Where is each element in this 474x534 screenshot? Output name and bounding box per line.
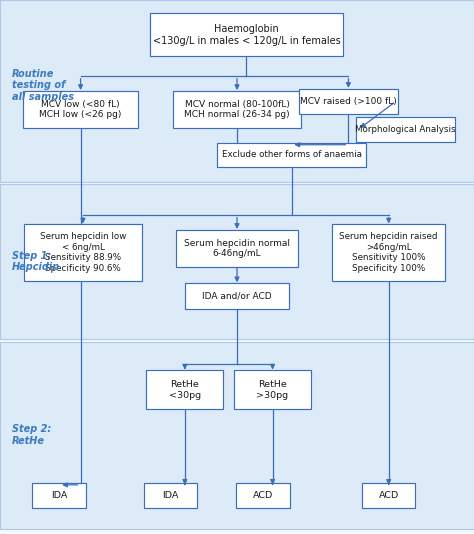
FancyBboxPatch shape [332, 224, 445, 281]
FancyBboxPatch shape [173, 91, 301, 128]
Text: Routine
testing of
all samples: Routine testing of all samples [12, 69, 74, 102]
Text: MCV normal (80-100fL)
MCH normal (26-34 pg): MCV normal (80-100fL) MCH normal (26-34 … [184, 100, 290, 119]
FancyBboxPatch shape [217, 143, 366, 167]
FancyBboxPatch shape [144, 483, 197, 508]
Bar [0, 184, 474, 339]
Text: Exclude other forms of anaemia: Exclude other forms of anaemia [221, 151, 362, 159]
FancyBboxPatch shape [234, 371, 311, 409]
Text: IDA: IDA [51, 491, 67, 500]
Text: Serum hepcidin low
< 6ng/mL
Sensitivity 88.9%
Specificity 90.6%: Serum hepcidin low < 6ng/mL Sensitivity … [40, 232, 126, 273]
Text: RetHe
>30pg: RetHe >30pg [256, 380, 289, 399]
Text: MCV low (<80 fL)
MCH low (<26 pg): MCV low (<80 fL) MCH low (<26 pg) [39, 100, 122, 119]
FancyBboxPatch shape [23, 91, 138, 128]
Text: MCV raised (>100 fL): MCV raised (>100 fL) [300, 97, 397, 106]
FancyBboxPatch shape [24, 224, 142, 281]
FancyBboxPatch shape [150, 13, 343, 56]
Bar [0, 342, 474, 529]
FancyBboxPatch shape [236, 483, 290, 508]
Text: IDA: IDA [163, 491, 179, 500]
Text: Serum hepcidin raised
>46ng/mL
Sensitivity 100%
Specificity 100%: Serum hepcidin raised >46ng/mL Sensitivi… [339, 232, 438, 273]
FancyBboxPatch shape [176, 230, 298, 267]
FancyBboxPatch shape [32, 483, 86, 508]
FancyBboxPatch shape [146, 371, 224, 409]
FancyBboxPatch shape [356, 117, 455, 142]
Bar [0, 0, 474, 182]
Text: ACD: ACD [379, 491, 399, 500]
Text: Step 1:
Hepcidin: Step 1: Hepcidin [12, 251, 60, 272]
Text: Serum hepcidin normal
6-46ng/mL: Serum hepcidin normal 6-46ng/mL [184, 239, 290, 258]
Text: Step 2:
RetHe: Step 2: RetHe [12, 425, 51, 446]
FancyBboxPatch shape [299, 89, 398, 114]
Text: RetHe
<30pg: RetHe <30pg [169, 380, 201, 399]
Text: ACD: ACD [253, 491, 273, 500]
Text: IDA and/or ACD: IDA and/or ACD [202, 292, 272, 300]
FancyBboxPatch shape [185, 283, 289, 309]
Text: Haemoglobin
<130g/L in males < 120g/L in females: Haemoglobin <130g/L in males < 120g/L in… [153, 24, 340, 45]
FancyBboxPatch shape [362, 483, 415, 508]
Text: Morphological Analysis: Morphological Analysis [355, 125, 456, 134]
